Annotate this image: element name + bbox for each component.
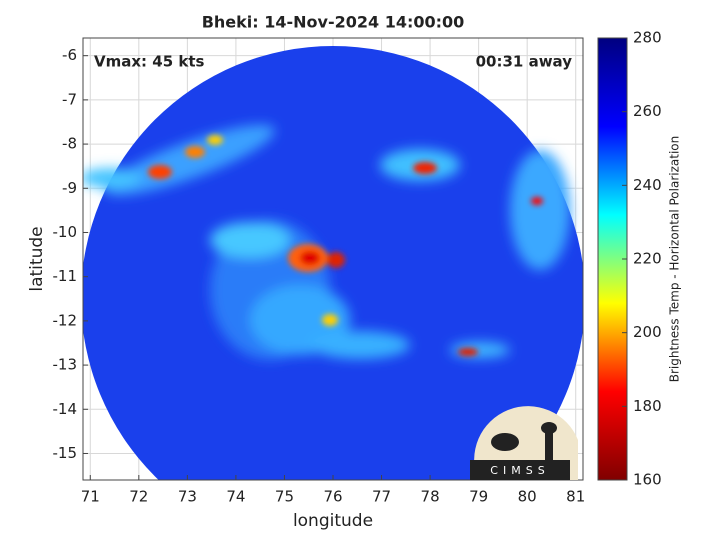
colorbar-label: Brightness Temp - Horizontal Polarizatio…: [668, 136, 682, 383]
x-tick-label: 71: [81, 488, 100, 506]
x-tick-label: 76: [323, 488, 342, 506]
colorbar-tick-label: 280: [633, 29, 662, 47]
cimss-logo: CIMSS: [470, 406, 578, 480]
x-tick-label: 81: [566, 488, 585, 506]
colorbar-tick-label: 180: [633, 397, 662, 415]
annotation: 00:31 away: [476, 53, 573, 71]
y-tick-label: -10: [53, 223, 78, 241]
y-axis-label: latitude: [27, 226, 47, 291]
x-tick-label: 75: [275, 488, 294, 506]
x-tick-label: 74: [226, 488, 245, 506]
x-tick-label: 79: [469, 488, 488, 506]
x-tick-label: 77: [372, 488, 391, 506]
chart-title: Bheki: 14-Nov-2024 14:00:00: [202, 13, 465, 32]
colorbar-tick-label: 240: [633, 176, 662, 194]
colorbar-tick-label: 220: [633, 250, 662, 268]
x-tick-label: 72: [129, 488, 148, 506]
y-tick-label: -9: [62, 179, 77, 197]
annotation: Vmax: 45 kts: [94, 53, 204, 71]
colorbar-tick-label: 200: [633, 323, 662, 341]
y-tick-label: -12: [53, 311, 78, 329]
x-tick-label: 78: [421, 488, 440, 506]
colorbar-tick-label: 260: [633, 102, 662, 120]
y-tick-label: -14: [53, 400, 78, 418]
y-tick-label: -11: [53, 267, 78, 285]
y-tick-label: -7: [62, 90, 77, 108]
y-tick-label: -15: [53, 444, 78, 462]
logo-text: CIMSS: [490, 464, 549, 477]
y-tick-label: -13: [53, 356, 78, 374]
x-tick-label: 80: [518, 488, 537, 506]
y-tick-label: -8: [62, 135, 77, 153]
x-axis-label: longitude: [293, 511, 373, 531]
swath: [83, 46, 583, 480]
x-tick-label: 73: [178, 488, 197, 506]
colorbar-tick-label: 160: [633, 471, 662, 489]
y-tick-label: -6: [62, 46, 77, 64]
